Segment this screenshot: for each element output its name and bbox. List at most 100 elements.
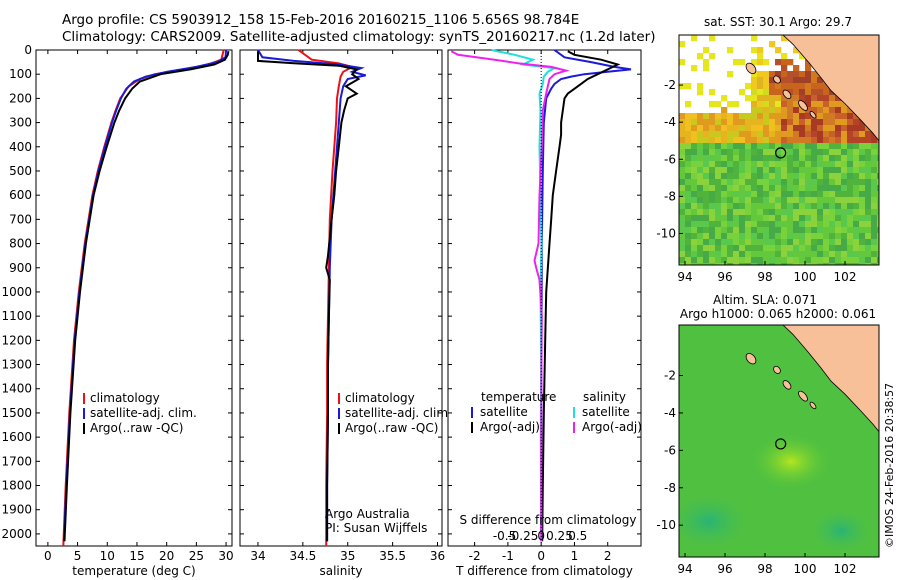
sst-cell xyxy=(781,149,788,156)
sst-cell xyxy=(877,179,879,186)
sst-cell xyxy=(691,113,698,120)
sst-cell xyxy=(829,137,836,144)
sst-cell xyxy=(745,179,752,186)
sst-cell xyxy=(721,131,728,138)
sst-cell xyxy=(751,149,758,156)
sst-cell xyxy=(739,125,746,132)
sst-cell xyxy=(685,257,692,264)
sst-cell xyxy=(685,125,692,132)
sst-cell xyxy=(871,185,878,192)
sst-cell xyxy=(715,263,722,265)
sst-cell xyxy=(697,131,704,138)
sst-cell xyxy=(727,113,734,120)
sla-anomaly-low xyxy=(679,493,749,550)
sst-cell xyxy=(697,263,704,265)
sst-cell xyxy=(781,131,788,138)
sst-cell xyxy=(697,245,704,252)
sst-cell xyxy=(775,47,782,54)
sst-cell xyxy=(757,95,764,102)
sst-cell xyxy=(709,89,716,96)
sst-cell xyxy=(781,221,788,228)
sst-cell xyxy=(817,245,824,252)
sst-cell xyxy=(823,245,830,252)
sst-cell xyxy=(739,149,746,156)
x-tick-label: 10 xyxy=(100,549,115,563)
sst-cell xyxy=(739,221,746,228)
x-tick-label: 2 xyxy=(604,549,612,563)
sst-cell xyxy=(721,149,728,156)
sst-cell xyxy=(787,251,794,258)
sst-cell xyxy=(871,221,878,228)
sst-cell xyxy=(865,203,872,210)
sst-cell xyxy=(811,83,818,90)
sst-cell xyxy=(703,215,710,222)
sst-cell xyxy=(721,257,728,264)
sst-cell xyxy=(817,215,824,222)
sst-cell xyxy=(877,233,879,240)
sst-cell xyxy=(721,263,728,265)
sst-cell xyxy=(757,239,764,246)
sst-cell xyxy=(733,263,740,265)
sst-cell xyxy=(781,125,788,132)
sst-cell xyxy=(721,215,728,222)
sst-cell xyxy=(733,155,740,162)
y-tick-label: -8 xyxy=(664,189,676,203)
sst-cell xyxy=(721,233,728,240)
sst-cell xyxy=(793,107,800,114)
x-tick-label: 35.5 xyxy=(379,549,406,563)
sst-cell xyxy=(865,257,872,264)
sst-cell xyxy=(715,143,722,150)
sst-cell xyxy=(721,227,728,234)
sst-cell xyxy=(859,239,866,246)
sst-cell xyxy=(853,167,860,174)
sst-cell xyxy=(739,245,746,252)
figure-title: Argo profile: CS 5903912_158 15-Feb-2016… xyxy=(62,12,580,28)
sst-cell xyxy=(799,77,806,84)
sst-cell xyxy=(721,155,728,162)
sst-cell xyxy=(817,203,824,210)
sla_map-panel: 94 96 98 100 102 -2 -4 -6 -8 -10 Altim. SLA: 0.071… xyxy=(656,293,880,576)
sst-cell xyxy=(799,179,806,186)
sst-cell xyxy=(781,209,788,216)
island xyxy=(798,390,808,402)
sst-cell xyxy=(697,209,704,216)
sst-cell xyxy=(823,101,830,108)
sst-cell xyxy=(829,203,836,210)
sst-cell xyxy=(763,191,770,198)
sst-cell xyxy=(817,173,824,180)
sst-cell xyxy=(697,83,704,90)
x-tick-label: 98 xyxy=(757,562,772,576)
sst-cell xyxy=(691,149,698,156)
sst-cell xyxy=(769,239,776,246)
sst-cell xyxy=(685,227,692,234)
sst-cell xyxy=(817,77,824,84)
sst-cell xyxy=(775,83,782,90)
sst-cell xyxy=(871,203,878,210)
sst-cell xyxy=(763,131,770,138)
sst-cell xyxy=(847,263,854,265)
legend-entry-label: satellite-adj. clim. xyxy=(345,406,452,420)
sst-cell xyxy=(697,191,704,198)
sst-cell xyxy=(745,245,752,252)
sst-cell xyxy=(763,185,770,192)
y-tick-label: 500 xyxy=(9,164,32,178)
sst-cell xyxy=(697,161,704,168)
sst-cell xyxy=(877,251,879,258)
sst-cell xyxy=(865,251,872,258)
sst-cell xyxy=(793,257,800,264)
x-tick-label: 34 xyxy=(250,549,265,563)
sst-cell xyxy=(829,119,836,126)
sst-cell xyxy=(877,221,879,228)
sst-cell xyxy=(709,185,716,192)
sst-cell xyxy=(757,53,764,60)
sst-cell xyxy=(697,155,704,162)
x-tick-label: 35 xyxy=(340,549,355,563)
y-tick-label: 1500 xyxy=(1,406,32,420)
sst-cell xyxy=(679,203,686,210)
sst-cell xyxy=(775,161,782,168)
sst-cell xyxy=(757,197,764,204)
sst-cell xyxy=(799,209,806,216)
sst-cell xyxy=(793,263,800,265)
sst-cell xyxy=(841,239,848,246)
sst-cell xyxy=(811,77,818,84)
